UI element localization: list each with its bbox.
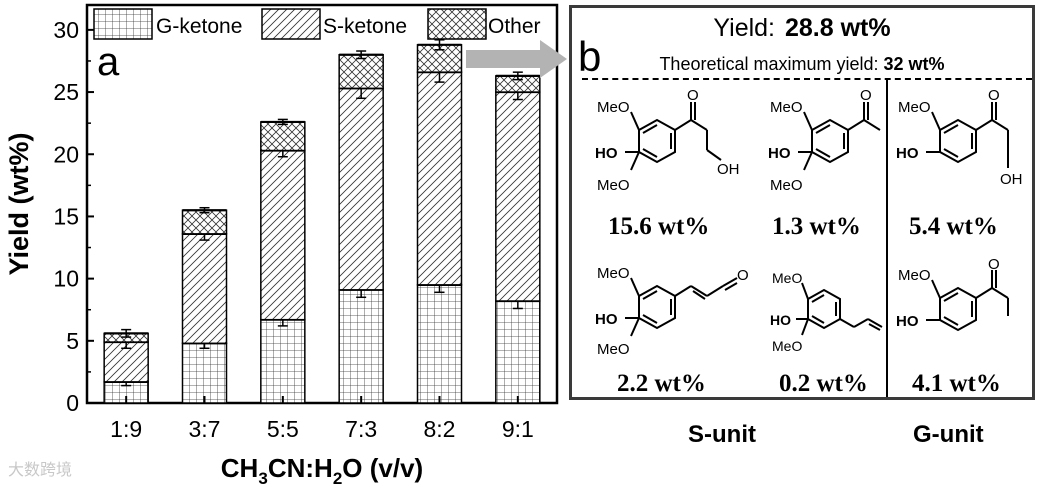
y-tick-label-5: 5 — [66, 328, 79, 354]
molecule-s-hydroxypropanone: MeO HO MeO O OH — [595, 88, 740, 194]
svg-text:HO: HO — [896, 145, 919, 162]
y-axis: 0 5 10 15 20 25 30 — [53, 17, 94, 416]
y-axis-label: Yield (wt%) — [4, 132, 34, 275]
compound-5-yield: 5.4 wt% — [909, 213, 998, 240]
molecule-s-allylsyringol: MeO HO MeO — [770, 270, 883, 354]
bar-g-ketone-9:1 — [495, 300, 541, 404]
theoretical-value: 32 wt% — [883, 54, 945, 74]
svg-text:HO: HO — [768, 145, 791, 162]
x-tick-label-5:5: 5:5 — [267, 416, 299, 442]
bar-other-5:5 — [260, 121, 306, 152]
legend-label-other: Other — [488, 15, 541, 38]
svg-text:MeO: MeO — [770, 177, 803, 194]
dashed-divider — [582, 78, 1032, 80]
bar-g-ketone-5:5 — [260, 318, 306, 404]
bar-other-3:7 — [181, 209, 228, 235]
theoretical-line: Theoretical maximum yield: 32 wt% — [572, 54, 1032, 75]
compound-2-yield: 1.3 wt% — [772, 213, 861, 240]
bars-group — [103, 39, 541, 404]
y-tick-label-25: 25 — [53, 79, 79, 105]
svg-text:HO: HO — [595, 311, 618, 328]
bar-s-ketone-7:3 — [338, 87, 384, 291]
svg-text:HO: HO — [595, 145, 618, 162]
svg-text:MeO: MeO — [898, 99, 931, 116]
yield-value: 28.8 wt% — [785, 14, 891, 42]
plot-frame — [85, 3, 559, 405]
panel-a-label: a — [97, 40, 120, 84]
legend-label-g-ketone: G-ketone — [156, 15, 242, 38]
bar-g-ketone-7:3 — [338, 289, 384, 404]
svg-text:O: O — [687, 88, 699, 104]
y-tick-label-15: 15 — [53, 203, 79, 229]
svg-text:MeO: MeO — [597, 99, 630, 116]
bar-s-ketone-9:1 — [495, 91, 541, 302]
svg-text:OH: OH — [1000, 171, 1023, 188]
bar-other-7:3 — [338, 54, 384, 90]
svg-text:HO: HO — [770, 312, 791, 328]
molecule-s-acetophenone: MeO HO MeO O — [768, 88, 881, 194]
compound-4-yield: 0.2 wt% — [779, 370, 868, 397]
svg-text:O: O — [988, 88, 1000, 104]
panel-b: Yield: 28.8 wt% Theoretical maximum yield… — [569, 5, 1035, 400]
svg-text:MeO: MeO — [772, 270, 802, 286]
x-axis: 1:9 3:7 5:5 7:3 8:2 9:1 — [110, 396, 534, 442]
compound-3-yield: 2.2 wt% — [617, 370, 706, 397]
y-tick-label-30: 30 — [53, 17, 79, 43]
x-tick-label-1:9: 1:9 — [110, 416, 142, 442]
x-tick-label-9:1: 9:1 — [502, 416, 534, 442]
svg-text:O: O — [737, 267, 749, 284]
yield-label: Yield: — [713, 14, 775, 42]
svg-text:O: O — [988, 258, 1000, 273]
legend-swatch-s-ketone — [261, 8, 321, 40]
legend-swatch-g-ketone — [93, 8, 153, 40]
legend-label-s-ketone: S-ketone — [323, 15, 407, 38]
svg-text:MeO: MeO — [597, 265, 630, 282]
watermark: 大数跨境 — [8, 462, 73, 479]
svg-text:MeO: MeO — [597, 341, 630, 358]
y-tick-label-10: 10 — [53, 266, 79, 292]
svg-text:OH: OH — [717, 161, 740, 178]
compound-6-yield: 4.1 wt% — [912, 370, 1001, 397]
bar-s-ketone-8:2 — [416, 71, 463, 286]
bar-g-ketone-3:7 — [181, 342, 228, 404]
x-axis-label: CH3CN:H2O (v/v) — [221, 453, 423, 488]
theoretical-label: Theoretical maximum yield: — [659, 54, 879, 74]
svg-text:O: O — [860, 88, 872, 104]
arrow-to-panel-b — [466, 40, 567, 78]
svg-text:HO: HO — [896, 313, 919, 330]
svg-text:MeO: MeO — [772, 338, 802, 354]
svg-text:MeO: MeO — [898, 267, 931, 284]
bar-s-ketone-3:7 — [181, 233, 228, 345]
yield-line: Yield: 28.8 wt% — [572, 14, 1032, 43]
g-unit-label: G-unit — [913, 421, 984, 448]
bar-s-ketone-5:5 — [260, 149, 306, 321]
molecule-g-hydroxypropanone: MeO HO O OH — [896, 88, 1023, 188]
svg-text:MeO: MeO — [597, 177, 630, 194]
panel-b-label: b — [578, 33, 602, 80]
molecule-s-sinapaldehyde: MeO HO MeO O — [595, 265, 749, 358]
x-tick-label-7:3: 7:3 — [345, 416, 377, 442]
y-tick-label-20: 20 — [53, 141, 79, 167]
legend: G-ketone S-ketone Other — [93, 8, 541, 40]
molecule-g-propiophenone: MeO HO O — [896, 258, 1009, 332]
svg-text:MeO: MeO — [770, 99, 803, 116]
x-tick-label-8:2: 8:2 — [424, 416, 456, 442]
x-tick-label-3:7: 3:7 — [189, 416, 221, 442]
compound-1-yield: 15.6 wt% — [608, 213, 710, 240]
y-tick-label-0: 0 — [66, 390, 79, 416]
s-unit-label: S-unit — [688, 421, 756, 448]
bar-g-ketone-8:2 — [416, 284, 463, 404]
legend-swatch-other — [427, 8, 487, 40]
unit-divider — [886, 80, 888, 397]
